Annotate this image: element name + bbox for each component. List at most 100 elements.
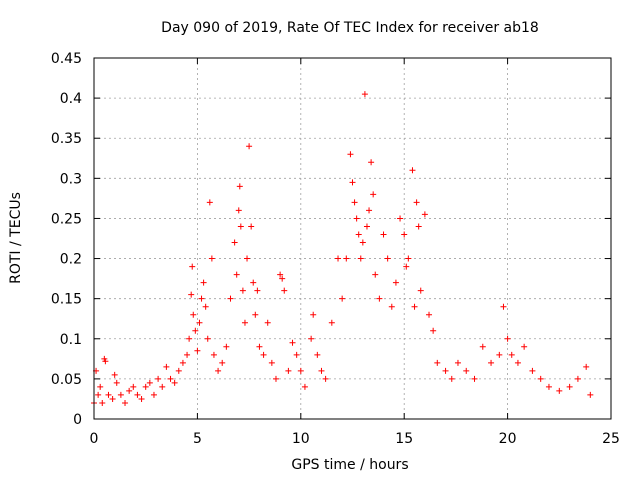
data-point [388,303,395,310]
data-point [223,343,230,350]
data-point [318,367,325,374]
data-point [343,255,350,262]
data-point [359,239,366,246]
data-point [150,391,157,398]
data-point [189,263,196,270]
data-point [583,363,590,370]
data-point [235,207,242,214]
data-point [328,319,335,326]
y-tick-label: 0.2 [60,252,82,268]
data-point [448,375,455,382]
data-point [537,375,544,382]
data-point [361,91,368,98]
data-point [514,359,521,366]
data-point [219,359,226,366]
grid-lines [94,58,611,419]
data-point [111,371,118,378]
data-point [163,363,170,370]
data-point [171,379,178,386]
data-point [192,327,199,334]
data-point [227,295,234,302]
data-point [146,379,153,386]
data-point [442,367,449,374]
data-point [293,351,300,358]
data-point [413,199,420,206]
data-point [401,231,408,238]
data-point [587,391,594,398]
data-point [397,215,404,222]
data-point [264,319,271,326]
data-point [248,223,255,230]
data-point [488,359,495,366]
data-point [479,343,486,350]
data-point [403,263,410,270]
y-tick-label: 0.4 [60,91,82,107]
data-point [198,295,205,302]
data-point [194,347,201,354]
axis-ticks [93,57,612,420]
data-point [347,151,354,158]
data-point [370,191,377,198]
data-point [556,387,563,394]
data-point [281,287,288,294]
data-point [376,295,383,302]
data-point [167,375,174,382]
data-point [353,215,360,222]
data-point [244,255,251,262]
data-point [368,159,375,166]
data-point [175,367,182,374]
y-tick-labels: 0 0.05 0.1 0.15 0.2 0.25 0.3 0.35 0.4 0.45 [51,51,82,428]
data-point [415,223,422,230]
data-point [202,303,209,310]
data-point [250,279,257,286]
plot-frame [93,57,612,420]
data-point [357,255,364,262]
data-point [95,391,102,398]
chart-title: Day 090 of 2019, Rate Of TEC Index for r… [161,20,539,36]
data-point [314,351,321,358]
x-tick-label: 0 [90,431,99,447]
data-point [405,255,412,262]
data-point [256,343,263,350]
data-point [421,211,428,218]
data-point [277,271,284,278]
data-point [204,335,211,342]
data-point [301,383,308,390]
data-point [339,295,346,302]
data-point [279,275,286,282]
data-point [500,303,507,310]
data-point [310,311,317,318]
data-point [504,335,511,342]
data-point [97,383,104,390]
y-axis-label: ROTI / TECUs [8,192,24,284]
data-point [109,395,116,402]
data-point [184,351,191,358]
data-point [117,391,124,398]
data-point [297,367,304,374]
data-point [99,399,106,406]
x-tick-label: 5 [193,431,202,447]
data-point [508,351,515,358]
data-point [409,167,416,174]
data-point [285,367,292,374]
data-point [529,367,536,374]
data-point [239,287,246,294]
data-point [102,358,109,365]
data-point [237,223,244,230]
data-point [363,223,370,230]
data-point [566,383,573,390]
data-point [236,183,243,190]
data-point [384,255,391,262]
y-tick-label: 0.1 [60,332,82,348]
data-point [335,255,342,262]
y-tick-label: 0.15 [51,292,82,308]
data-point [574,375,581,382]
data-point [521,343,528,350]
data-point [252,311,259,318]
data-point [105,391,112,398]
data-point [260,351,267,358]
data-point [122,399,129,406]
data-point [545,383,552,390]
y-tick-label: 0.3 [60,171,82,187]
data-point [380,231,387,238]
